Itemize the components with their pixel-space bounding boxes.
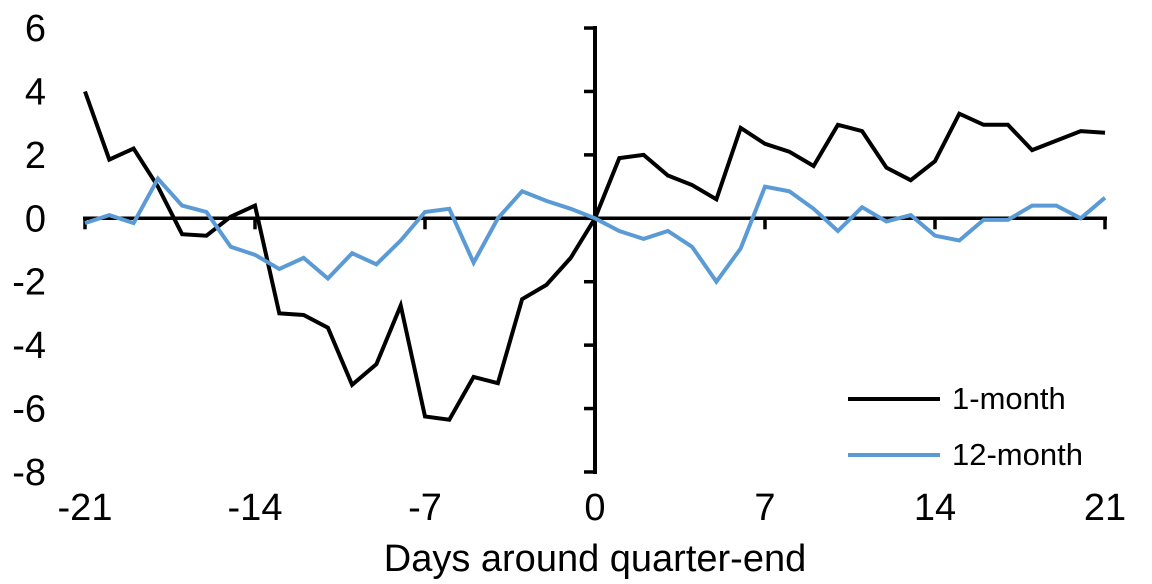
y-tick-label-0: 0 bbox=[25, 198, 46, 240]
x-tick-label-7: 7 bbox=[754, 487, 775, 529]
y-tick-label--2: -2 bbox=[12, 262, 46, 304]
legend-item-12-month: 12-month bbox=[848, 434, 1083, 476]
x-tick-label-0: 0 bbox=[584, 487, 605, 529]
y-tick-label--6: -6 bbox=[12, 389, 46, 431]
x-tick-label-14: 14 bbox=[914, 487, 956, 529]
y-tick-label-4: 4 bbox=[25, 71, 46, 113]
series-line-12-month bbox=[84, 175, 1107, 286]
y-tick-label--4: -4 bbox=[12, 325, 46, 367]
x-tick-label--14: -14 bbox=[228, 487, 283, 529]
y-tick-label-6: 6 bbox=[25, 8, 46, 50]
legend: 1-month 12-month bbox=[848, 378, 1083, 490]
legend-item-1-month: 1-month bbox=[848, 378, 1083, 420]
legend-label-1-month: 1-month bbox=[952, 381, 1066, 416]
x-tick-label-21: 21 bbox=[1084, 487, 1126, 529]
x-axis-title: Days around quarter-end bbox=[383, 538, 807, 580]
x-tick-label--7: -7 bbox=[408, 487, 442, 529]
x-tick-label--21: -21 bbox=[58, 487, 113, 529]
y-tick-label-2: 2 bbox=[25, 135, 46, 177]
legend-label-12-month: 12-month bbox=[952, 437, 1083, 472]
legend-swatch-1-month bbox=[848, 397, 940, 401]
y-tick-label--8: -8 bbox=[12, 452, 46, 494]
legend-swatch-12-month bbox=[848, 453, 940, 457]
